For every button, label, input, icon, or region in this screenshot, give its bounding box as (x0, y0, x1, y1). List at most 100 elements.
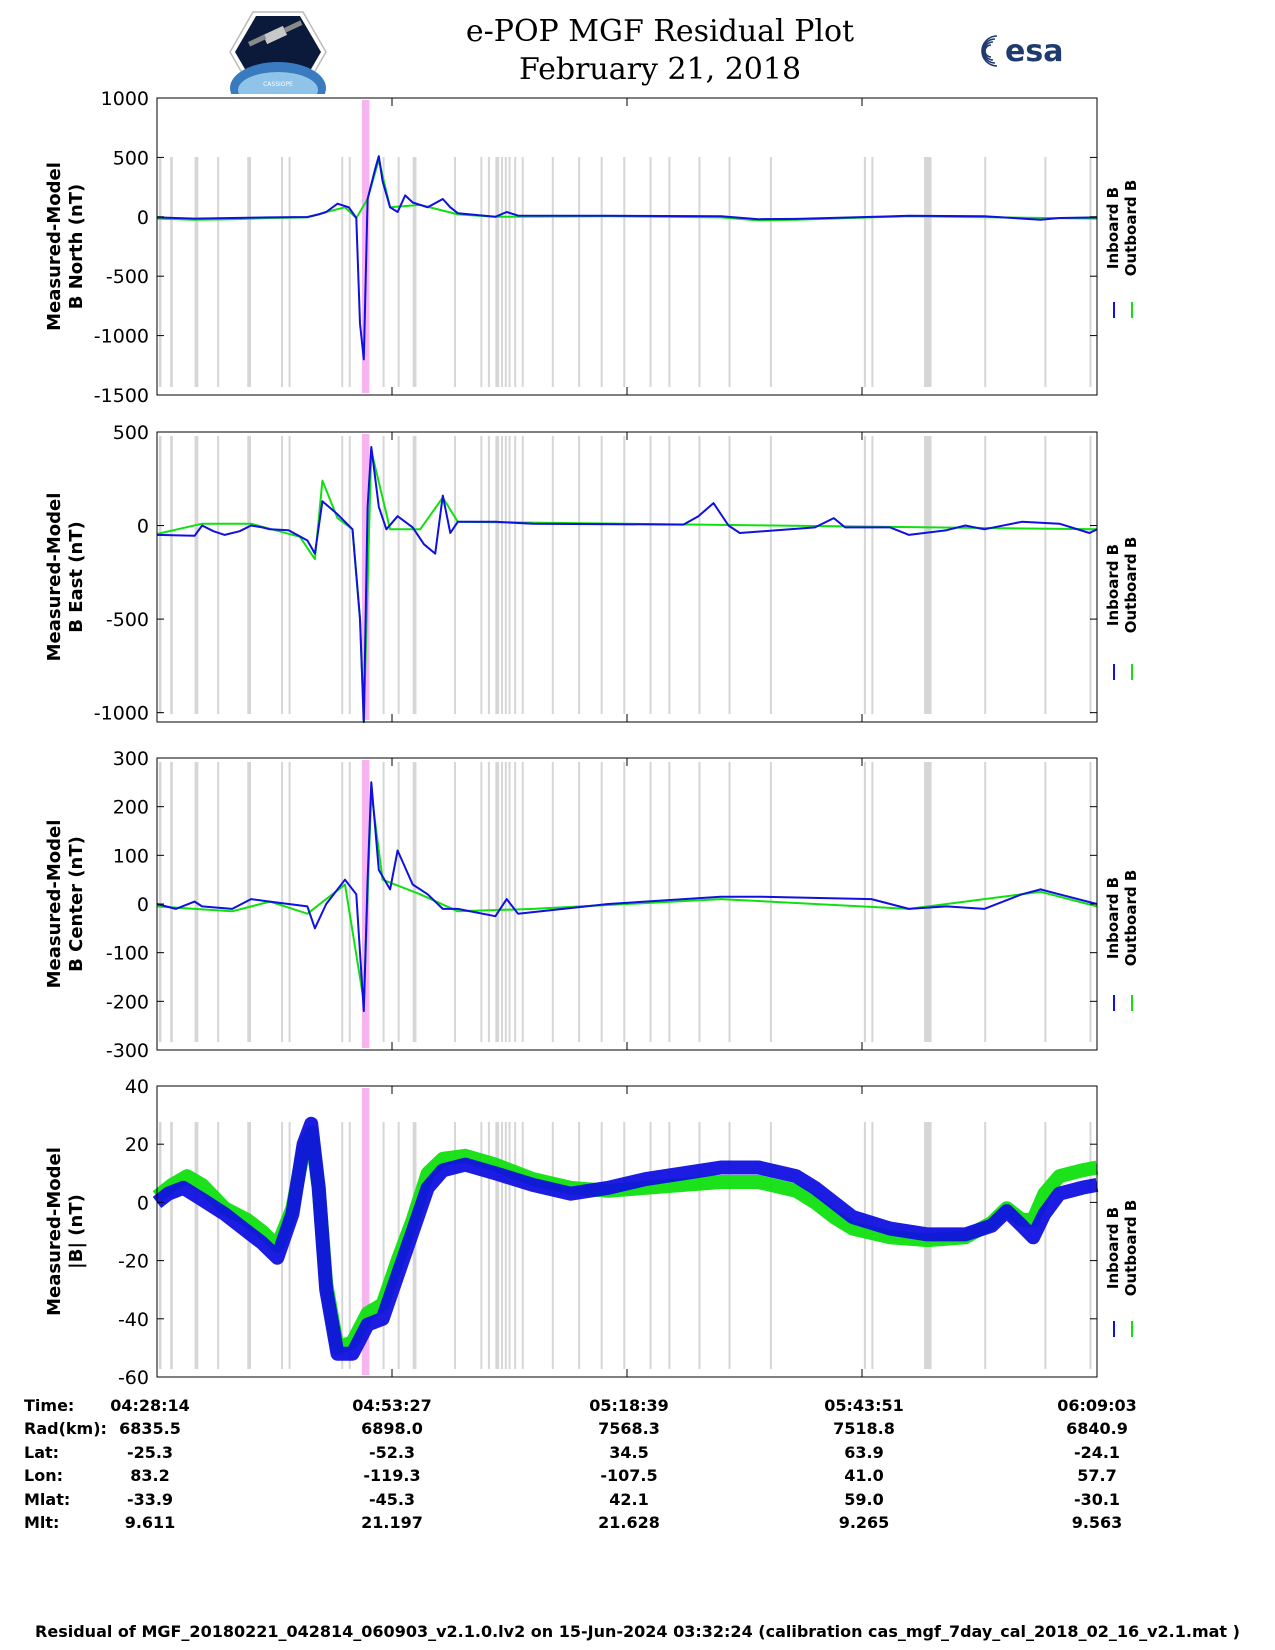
data-gap-band (984, 436, 987, 714)
y-tick-label: 200 (113, 797, 149, 819)
data-gap-band (649, 157, 652, 387)
ephemeris-cell: 59.0 (844, 1489, 884, 1509)
legend: Inboard B Outboard B (1104, 180, 1140, 318)
y-tick-label: -60 (118, 1367, 149, 1389)
data-gap-band (480, 157, 483, 387)
data-gap-band (382, 157, 385, 387)
data-gap-band (281, 436, 284, 714)
data-gap-band (514, 1122, 517, 1369)
panel-4: 40 20 0 -20 -40 -60 Measured-Model|B| (nT) Inbo… (44, 1076, 1140, 1389)
data-gap-band (1044, 1122, 1047, 1369)
data-gap-band (288, 1122, 291, 1369)
y-tick-label: -20 (118, 1251, 149, 1273)
data-gap-band (247, 436, 251, 714)
y-axis-label: Measured-ModelB East (nT) (44, 493, 87, 662)
cassiope-logo: CASSIOPE (229, 11, 327, 94)
data-gap-band (551, 1122, 554, 1369)
data-gap-band (158, 157, 162, 387)
legend-label: Outboard B (1122, 180, 1140, 277)
panel-2: 500 0 -500 -1000 Measured-ModelB East (nT) In… (44, 422, 1140, 725)
y-tick-label: 500 (113, 147, 149, 169)
data-gap-band (514, 157, 517, 387)
data-gap-band (728, 1122, 731, 1369)
legend: Inboard B Outboard B (1104, 1200, 1140, 1337)
legend: Inboard B Outboard B (1104, 537, 1140, 680)
data-gap-band (194, 1122, 199, 1369)
data-gap-band (247, 1122, 251, 1369)
ephemeris-cell: 63.9 (844, 1442, 884, 1462)
data-gap-band (698, 1122, 701, 1369)
data-gap-band (698, 762, 701, 1042)
series-line-outboard-b (156, 791, 1098, 1003)
cassiope-logo-text: CASSIOPE (263, 81, 293, 88)
data-gap-band (578, 436, 581, 714)
panel-3: 300 200 100 0 -100 -200 -300 Measured-ModelB Ce… (44, 748, 1140, 1062)
ephemeris-cell: 41.0 (844, 1466, 884, 1486)
data-gap-band (623, 436, 626, 714)
data-gap-band (623, 1122, 626, 1369)
y-tick-label: 1000 (101, 88, 149, 110)
data-gap-band (504, 157, 507, 387)
data-gap-band (728, 157, 731, 387)
y-tick-label: 0 (137, 1192, 149, 1214)
data-gap-band (600, 1122, 603, 1369)
data-gap-band (412, 762, 417, 1042)
data-gap-band (397, 762, 400, 1042)
data-gap-band (508, 1122, 511, 1369)
data-gap-band (514, 762, 517, 1042)
series-line-inboard-b (156, 446, 1098, 723)
data-gap-band (728, 762, 731, 1042)
data-gap-band (1089, 157, 1092, 387)
data-gap-band (170, 157, 173, 387)
y-tick-label: 40 (125, 1076, 149, 1098)
data-gap-band (1089, 436, 1092, 714)
ephemeris-row-label: Time: (24, 1396, 75, 1415)
data-gap-band (495, 762, 500, 1042)
data-gap-band (170, 762, 173, 1042)
data-gap-band (1044, 157, 1047, 387)
data-gap-band (487, 1122, 490, 1369)
y-tick-label: -1500 (94, 385, 149, 407)
data-gap-band (194, 157, 199, 387)
y-tick-label: 0 (137, 207, 149, 229)
legend-label: Inboard B (1104, 544, 1122, 626)
ephemeris-cell: -25.3 (126, 1442, 174, 1462)
data-gap-band (348, 1122, 351, 1369)
ephemeris-cell: 9.265 (838, 1513, 890, 1532)
y-tick-label: -1000 (94, 326, 149, 348)
data-gap-band (341, 436, 344, 714)
data-gap-band (600, 157, 603, 387)
data-gap-band (454, 762, 457, 1042)
data-gap-band (600, 436, 603, 714)
series-line-inboard-b (156, 781, 1098, 1013)
data-gap-band (487, 762, 490, 1042)
data-gap-band (170, 1122, 173, 1369)
data-gap-band (495, 157, 500, 387)
event-window-band (361, 1088, 370, 1375)
ephemeris-cell: 06:09:03 (1057, 1396, 1137, 1415)
footer-caption: Residual of MGF_20180221_042814_060903_v… (35, 1622, 1240, 1641)
data-gap-band (501, 157, 504, 387)
data-gap-band (521, 157, 524, 387)
y-axis-label: Measured-ModelB North (nT) (44, 162, 87, 331)
series-line-outboard-b (156, 449, 1098, 723)
panel-1: 1000 500 0 -500 -1000 -1500 Measured-ModelB No… (44, 88, 1140, 407)
data-gap-band (397, 157, 400, 387)
y-tick-label: 100 (113, 845, 149, 867)
data-gap-band (769, 436, 772, 714)
data-gap-band (508, 157, 511, 387)
ephemeris-row-label: Lon: (24, 1466, 63, 1486)
data-gap-band (871, 762, 874, 1042)
data-gap-band (194, 436, 199, 714)
ephemeris-cell: 7518.8 (833, 1419, 895, 1439)
data-gap-band (281, 157, 284, 387)
event-window-band (361, 760, 370, 1048)
data-gap-band (924, 157, 932, 387)
data-gap-band (158, 436, 162, 714)
data-gap-band (871, 1122, 874, 1369)
plot-date: February 21, 2018 (518, 52, 802, 87)
data-gap-band (668, 436, 671, 714)
data-gap-band (668, 1122, 671, 1369)
y-tick-label: -100 (106, 943, 149, 965)
